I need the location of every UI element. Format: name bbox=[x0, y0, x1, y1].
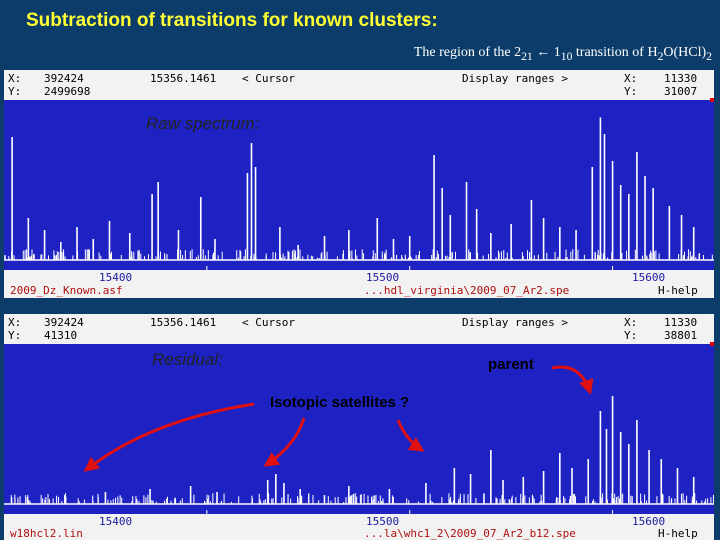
slide-title: Subtraction of transitions for known clu… bbox=[26, 10, 438, 31]
range-y-value: 31007 bbox=[664, 85, 698, 98]
top-axis-footer: 15400 15500 15600 2009_Dz_Known.asf ...h… bbox=[4, 270, 714, 298]
display-ranges-label: Display ranges > bbox=[462, 72, 568, 85]
cursor-frequency: 15356.1461 bbox=[150, 72, 217, 85]
arrow-to-middle-satellite bbox=[263, 417, 306, 467]
range-x-label: X: bbox=[624, 316, 638, 329]
residual-spectrum-window: X: 392424 Y: 41310 15356.1461 < Cursor D… bbox=[4, 314, 714, 540]
parent-annotation: parent bbox=[488, 356, 534, 373]
tick-label: 15400 bbox=[99, 515, 133, 528]
tick-label: 15400 bbox=[99, 271, 133, 284]
file-name-right: ...la\whc1_2\2009_07_Ar2_b12.spe bbox=[364, 527, 576, 540]
raw-spectrum-window: X: 392424 Y: 2499698 15356.1461 < Cursor… bbox=[4, 70, 714, 298]
range-y-label: Y: bbox=[624, 329, 638, 342]
window-marker bbox=[710, 98, 714, 102]
help-hint[interactable]: H-help bbox=[658, 284, 698, 297]
top-status-bar: X: 392424 Y: 2499698 15356.1461 < Cursor… bbox=[4, 70, 714, 100]
range-x-value: 11330 bbox=[664, 316, 698, 329]
help-hint[interactable]: H-help bbox=[658, 527, 698, 540]
window-marker bbox=[710, 342, 714, 346]
range-x-label: X: bbox=[624, 72, 638, 85]
subtitle-sub: 21 bbox=[521, 49, 533, 63]
y-label: Y: bbox=[8, 85, 22, 98]
subtitle-sub: 10 bbox=[560, 49, 573, 63]
subtitle-sub: 2 bbox=[657, 49, 664, 63]
raw-spectrum-plot[interactable] bbox=[4, 100, 714, 270]
range-y-value: 38801 bbox=[664, 329, 698, 342]
cursor-frequency: 15356.1461 bbox=[150, 316, 217, 329]
arrow-to-left-satellite bbox=[83, 402, 255, 472]
tick-label: 15500 bbox=[366, 271, 400, 284]
x-value: 392424 bbox=[44, 316, 84, 329]
residual-spectrum-chart bbox=[4, 396, 714, 514]
x-label: X: bbox=[8, 316, 22, 329]
residual-spectrum-plot[interactable] bbox=[4, 344, 714, 514]
file-name-left: 2009_Dz_Known.asf bbox=[10, 284, 123, 297]
x-label: X: bbox=[8, 72, 22, 85]
subtitle-text: O(HCl) bbox=[663, 45, 707, 60]
cursor-label: < Cursor bbox=[242, 72, 295, 85]
residual-label: Residual: bbox=[152, 350, 223, 369]
subtitle-sub: 2 bbox=[706, 49, 712, 63]
y-label: Y: bbox=[8, 329, 22, 342]
subtitle-text: ← 1 bbox=[532, 45, 561, 60]
subtitle-text: The region of the 2 bbox=[413, 45, 522, 60]
display-ranges-label: Display ranges > bbox=[462, 316, 568, 329]
range-y-label: Y: bbox=[624, 85, 638, 98]
bottom-axis-footer: 15400 15500 15600 w18hcl2.lin ...la\whc1… bbox=[4, 514, 714, 540]
arrow-to-right-satellite bbox=[396, 419, 425, 452]
raw-spectrum-label: Raw spectrum: bbox=[146, 114, 260, 133]
tick-label: 15600 bbox=[632, 271, 666, 284]
tick-label: 15500 bbox=[366, 515, 400, 528]
bottom-status-bar: X: 392424 Y: 41310 15356.1461 < Cursor D… bbox=[4, 314, 714, 344]
arrow-to-parent bbox=[551, 365, 594, 395]
subtitle-text: transition of H bbox=[572, 45, 658, 60]
isotopic-satellites-annotation: Isotopic satellites ? bbox=[270, 394, 410, 411]
raw-spectrum-chart bbox=[4, 117, 714, 270]
y-value: 41310 bbox=[44, 329, 78, 342]
file-name-right: ...hdl_virginia\2009_07_Ar2.spe bbox=[364, 284, 570, 297]
range-x-value: 11330 bbox=[664, 72, 698, 85]
cursor-label: < Cursor bbox=[242, 316, 295, 329]
slide-subtitle: The region of the 221 ← 110 transition o… bbox=[414, 45, 712, 63]
x-value: 392424 bbox=[44, 72, 84, 85]
file-name-left: w18hcl2.lin bbox=[10, 527, 83, 540]
y-value: 2499698 bbox=[44, 85, 91, 98]
tick-label: 15600 bbox=[632, 515, 666, 528]
